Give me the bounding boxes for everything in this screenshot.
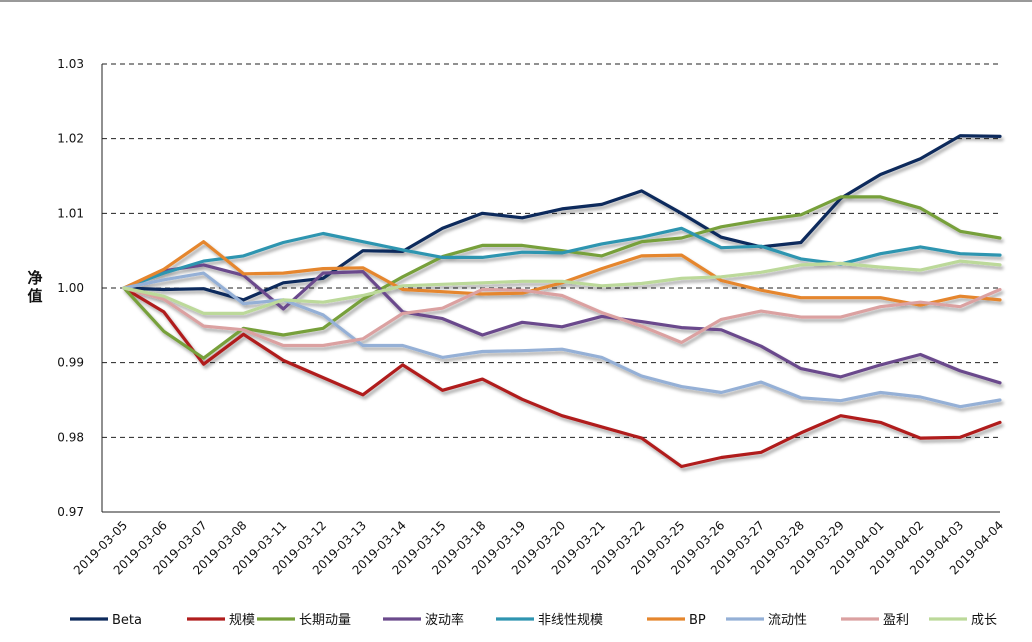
legend-label: 成长 — [971, 613, 997, 628]
y-tick-label: 1.01 — [57, 206, 84, 220]
legend-item: 长期动量 — [257, 613, 351, 628]
series-line — [122, 226, 1002, 290]
x-axis: 2019-03-052019-03-062019-03-072019-03-08… — [71, 511, 1006, 577]
legend-label: Beta — [112, 613, 142, 628]
series-line — [122, 286, 1002, 348]
legend-label: 非线性规模 — [538, 613, 603, 628]
legend-item: 波动率 — [383, 612, 464, 628]
y-axis-label: 净值 — [27, 269, 42, 305]
legend-label: 长期动量 — [299, 613, 351, 628]
series-line — [122, 286, 1002, 469]
y-tick-label: 0.99 — [57, 356, 84, 370]
y-axis: 0.97 0.98 0.99 1.00 1.01 1.02 1.03 — [57, 57, 103, 519]
legend-item: 非线性规模 — [496, 613, 603, 628]
legend-label: BP — [689, 613, 706, 628]
series-line — [122, 195, 1002, 360]
legend-item: 盈利 — [841, 613, 909, 628]
series-line — [122, 271, 1002, 409]
y-tick-label: 1.02 — [57, 132, 84, 146]
legend-label: 波动率 — [425, 612, 464, 628]
legend-item: 流动性 — [726, 613, 807, 628]
legend-label: 规模 — [229, 613, 255, 628]
y-tick-label: 1.03 — [57, 57, 84, 71]
grid-lines — [102, 63, 1000, 438]
legend-item: Beta — [70, 613, 142, 628]
legend-item: 规模 — [187, 613, 255, 628]
series-line — [122, 259, 1002, 315]
legend: Beta 规模 长期动量 波动率 非线性规模 BP 流动性 盈利 成长 — [70, 612, 997, 628]
legend-item: 成长 — [929, 613, 997, 628]
series-line — [122, 134, 1002, 302]
y-tick-label: 0.98 — [57, 430, 84, 444]
series-line — [122, 263, 1002, 385]
legend-item: BP — [647, 613, 706, 628]
legend-label: 流动性 — [768, 613, 807, 628]
legend-label: 盈利 — [883, 613, 909, 628]
y-tick-label: 0.97 — [57, 505, 84, 519]
series-lines — [122, 134, 1002, 469]
y-tick-label: 1.00 — [57, 281, 84, 295]
